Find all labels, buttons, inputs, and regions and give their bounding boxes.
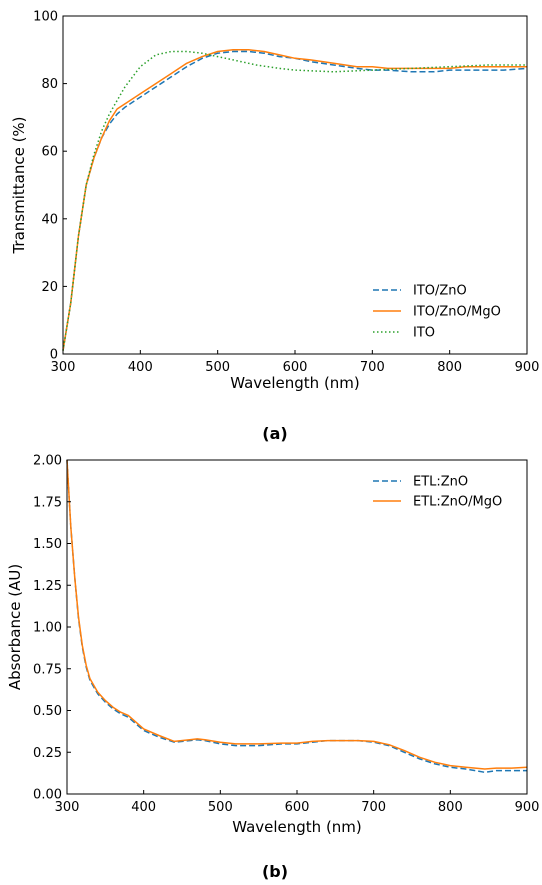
- x-tick-label: 700: [360, 360, 385, 375]
- legend-label: ETL:ZnO: [413, 475, 468, 490]
- absorbance-panel: Wavelength (nm) Absorbance (AU) (b) 300 4…: [6, 454, 539, 882]
- series-line-etl-zno: [66, 459, 527, 774]
- series-line-etl-zno-mgo: [66, 459, 528, 770]
- x-tick-label: 400: [131, 800, 156, 815]
- series-line-ito: [62, 50, 527, 351]
- transmittance-panel: Wavelength (nm) Transmittance (%) (a) 30…: [10, 10, 539, 444]
- x-tick-label: 900: [515, 360, 540, 375]
- x-tick-label: 500: [208, 800, 233, 815]
- y-tick-label: 20: [41, 280, 58, 295]
- x-tick-label: 600: [283, 360, 308, 375]
- legend-label: ITO: [413, 326, 435, 341]
- plot-area: [66, 459, 528, 774]
- x-tick-label: 800: [438, 800, 463, 815]
- legend-label: ETL:ZnO/MgO: [413, 495, 502, 510]
- y-tick-label: 0.25: [33, 746, 62, 761]
- y-tick-label: 1.00: [33, 621, 62, 636]
- x-tick-label: 300: [55, 800, 80, 815]
- panel-caption: (b): [262, 862, 288, 881]
- x-tick-label: 400: [128, 360, 153, 375]
- plot-area: [62, 49, 528, 351]
- y-axis-label: Absorbance (AU): [6, 564, 24, 690]
- x-tick-label: 900: [515, 800, 540, 815]
- y-tick-label: 60: [41, 145, 58, 160]
- y-tick-label: 1.50: [33, 537, 62, 552]
- x-tick-label: 800: [437, 360, 462, 375]
- x-axis-label: Wavelength (nm): [232, 818, 362, 836]
- x-tick-label: 300: [51, 360, 76, 375]
- y-tick-label: 0.50: [33, 704, 62, 719]
- legend-label: ITO/ZnO/MgO: [413, 305, 501, 320]
- series-line-ito-zno-mgo: [62, 49, 527, 351]
- x-tick-label: 600: [285, 800, 310, 815]
- y-tick-label: 1.75: [33, 495, 62, 510]
- x-axis-label: Wavelength (nm): [230, 374, 360, 392]
- y-tick-label: 1.25: [33, 579, 62, 594]
- axes-frame: [62, 15, 528, 355]
- y-tick-label: 80: [41, 77, 58, 92]
- x-tick-label: 500: [205, 360, 230, 375]
- y-tick-label: 0.00: [33, 788, 62, 803]
- y-tick-label: 100: [33, 10, 58, 25]
- y-axis-label: Transmittance (%): [10, 116, 28, 254]
- panel-caption: (a): [262, 424, 287, 443]
- y-tick-label: 40: [41, 212, 58, 227]
- y-tick-label: 0.75: [33, 662, 62, 677]
- legend-label: ITO/ZnO: [413, 284, 467, 299]
- y-tick-label: 0: [50, 348, 58, 363]
- y-tick-label: 2.00: [33, 454, 62, 469]
- x-tick-label: 700: [361, 800, 386, 815]
